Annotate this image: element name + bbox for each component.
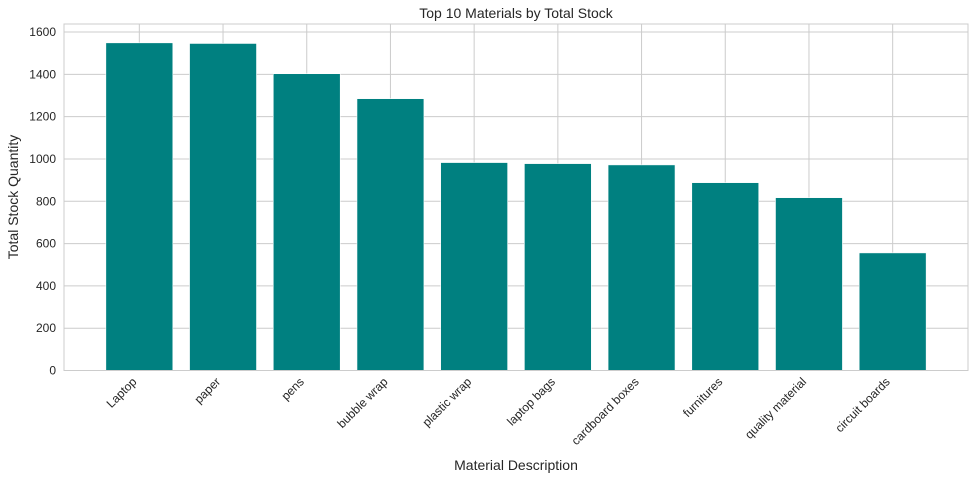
bar-quality-material bbox=[775, 197, 843, 371]
x-tick-label: Laptop bbox=[104, 374, 140, 410]
y-tick-label: 1000 bbox=[29, 152, 56, 166]
bar-plastic-wrap bbox=[440, 162, 508, 371]
plot-frame bbox=[63, 23, 969, 371]
bar-laptop-bags bbox=[524, 163, 592, 371]
x-tick-label: pens bbox=[279, 375, 307, 403]
x-tick-label: quality material bbox=[742, 375, 809, 442]
bar-laptop bbox=[105, 42, 174, 371]
bars bbox=[105, 42, 927, 371]
bar-pens bbox=[272, 73, 341, 371]
x-tick-labels: Laptop paper pens bubble wrap plastic wrap la… bbox=[104, 374, 893, 447]
y-axis-label: Total Stock Quantity bbox=[5, 135, 21, 260]
x-axis-label: Material Description bbox=[454, 457, 578, 473]
x-tick-label: paper bbox=[192, 375, 224, 407]
y-tick-label: 600 bbox=[36, 237, 56, 251]
chart-title: Top 10 Materials by Total Stock bbox=[419, 5, 614, 21]
x-tick-label: cardboard boxes bbox=[569, 375, 642, 448]
x-tick-label: bubble wrap bbox=[334, 374, 390, 430]
y-tick-label: 0 bbox=[49, 364, 56, 378]
bar-bubble-wrap bbox=[356, 98, 425, 371]
y-tick-label: 200 bbox=[36, 321, 56, 335]
bar-cardboard-boxes bbox=[607, 164, 676, 371]
x-tick-label: furnitures bbox=[680, 375, 725, 420]
bar-circuit-boards bbox=[858, 252, 927, 371]
y-tick-label: 1600 bbox=[29, 25, 56, 39]
y-tick-label: 1400 bbox=[29, 67, 56, 81]
bar-furnitures bbox=[691, 182, 760, 371]
bar-paper bbox=[189, 43, 257, 371]
x-tick-label: plastic wrap bbox=[420, 374, 475, 429]
x-tick-label: laptop bags bbox=[504, 375, 558, 429]
x-tick-label: circuit boards bbox=[832, 375, 892, 435]
y-tick-labels: 0 200 400 600 800 1000 1200 1400 1600 bbox=[29, 25, 56, 377]
y-tick-label: 400 bbox=[36, 279, 56, 293]
y-tick-label: 800 bbox=[36, 194, 56, 208]
y-tick-label: 1200 bbox=[29, 110, 56, 124]
